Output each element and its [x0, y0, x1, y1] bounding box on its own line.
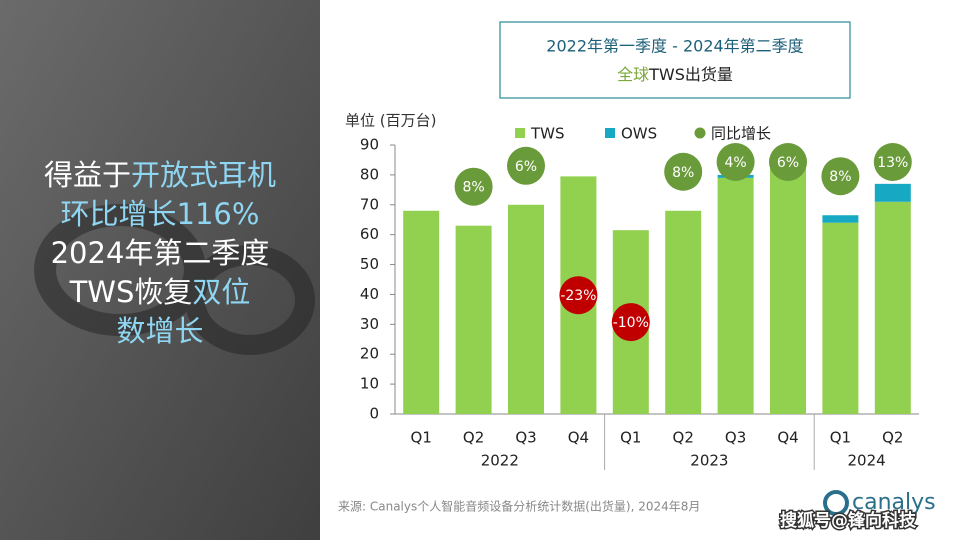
growth-bubble: [873, 143, 912, 181]
headline-segment: 环比增长116%: [61, 197, 260, 231]
growth-label: 4%: [724, 155, 746, 171]
x-group-label: 2023: [690, 452, 728, 470]
y-tick-label: 40: [360, 285, 379, 303]
watermark: 搜狐号@锋向科技: [780, 510, 917, 531]
growth-label: 8%: [829, 169, 851, 185]
legend-label: 同比增长: [711, 125, 771, 143]
headline-segment: 2024年第二季度: [51, 236, 270, 270]
growth-label: 8%: [462, 180, 484, 196]
y-tick-label: 20: [360, 345, 379, 363]
headline-line: TWS恢复双位: [69, 275, 251, 309]
growth-label: 8%: [672, 165, 694, 181]
growth-label: 6%: [515, 159, 537, 175]
bar-segment: [822, 222, 859, 414]
x-tick-label: Q3: [725, 429, 746, 447]
growth-bubble: [716, 143, 755, 181]
x-tick-label: Q4: [777, 429, 798, 447]
title-box: [499, 21, 851, 99]
headline-segment: 数增长: [116, 314, 203, 348]
logo: canalys: [823, 490, 936, 516]
headline-line: 2024年第二季度: [51, 236, 270, 270]
headline-line: 数增长: [116, 314, 203, 348]
y-tick-label: 80: [360, 165, 379, 183]
subtitle-rest: TWS出货量: [648, 65, 733, 84]
growth-bubble: [559, 276, 598, 315]
earbud-decoration: [34, 204, 315, 355]
x-tick-label: Q1: [830, 429, 851, 447]
x-tick-label: Q2: [882, 429, 903, 447]
x-tick-label: Q1: [411, 429, 432, 447]
headline-line: 环比增长116%: [61, 197, 260, 231]
growth-bubble: [664, 152, 703, 191]
x-tick-label: Q2: [463, 429, 484, 447]
source: 来源: Canalys个人智能音频设备分析统计数据(出货量), 2024年8月: [338, 499, 700, 514]
y-tick-label: 10: [360, 375, 379, 393]
y-tick-label: 30: [360, 315, 379, 333]
x-tick-label: Q2: [673, 429, 694, 447]
growth-bubble: [507, 146, 545, 185]
bar-segment: [508, 204, 544, 414]
legend-swatch: [605, 128, 615, 138]
legend-label: TWS: [530, 125, 565, 143]
subtitle-highlight: 全球: [617, 65, 649, 84]
bar-segment: [874, 183, 911, 202]
legend-label: OWS: [621, 125, 657, 143]
legend-swatch: [694, 127, 706, 139]
chart-title: 2022年第一季度 - 2024年第二季度: [546, 37, 803, 56]
x-tick-label: Q4: [568, 429, 589, 447]
growth-bubble: [611, 303, 650, 342]
headline-line: 得益于开放式耳机: [44, 158, 276, 192]
x-tick-label: Q3: [515, 429, 536, 447]
bar-segment: [403, 210, 440, 414]
chart-subtitle: 全球TWS出货量: [617, 65, 733, 84]
growth-label: -23%: [560, 288, 596, 304]
growth-bubble: [769, 143, 807, 181]
bar-segment: [665, 210, 702, 414]
growth-label: 13%: [877, 155, 908, 171]
y-tick-label: 90: [360, 136, 379, 154]
y-tick-label: 50: [360, 255, 379, 273]
headline-segment: 得益于: [44, 158, 131, 192]
x-group-label: 2024: [848, 452, 886, 470]
growth-label: -10%: [613, 315, 649, 331]
bar-segment: [874, 201, 911, 414]
logo-text: canalys: [852, 490, 936, 515]
bar-segment: [822, 215, 859, 223]
headline-segment: TWS恢复: [69, 275, 193, 309]
headline-segment: 开放式耳机: [131, 158, 276, 192]
growth-label: 6%: [777, 155, 799, 171]
y-tick-label: 70: [360, 195, 379, 213]
y-tick-label: 60: [360, 225, 379, 243]
bar-segment: [770, 167, 806, 414]
growth-bubble: [821, 157, 860, 196]
bar-segment: [455, 225, 492, 414]
x-group-label: 2022: [481, 452, 519, 470]
headline-segment: 双位: [192, 275, 250, 309]
x-tick-label: Q1: [620, 429, 641, 447]
y-tick-label: 0: [369, 405, 379, 423]
legend-swatch: [515, 128, 525, 138]
y-axis-label: 单位 (百万台): [345, 112, 436, 130]
growth-bubble: [454, 167, 493, 206]
bar-segment: [717, 177, 754, 414]
